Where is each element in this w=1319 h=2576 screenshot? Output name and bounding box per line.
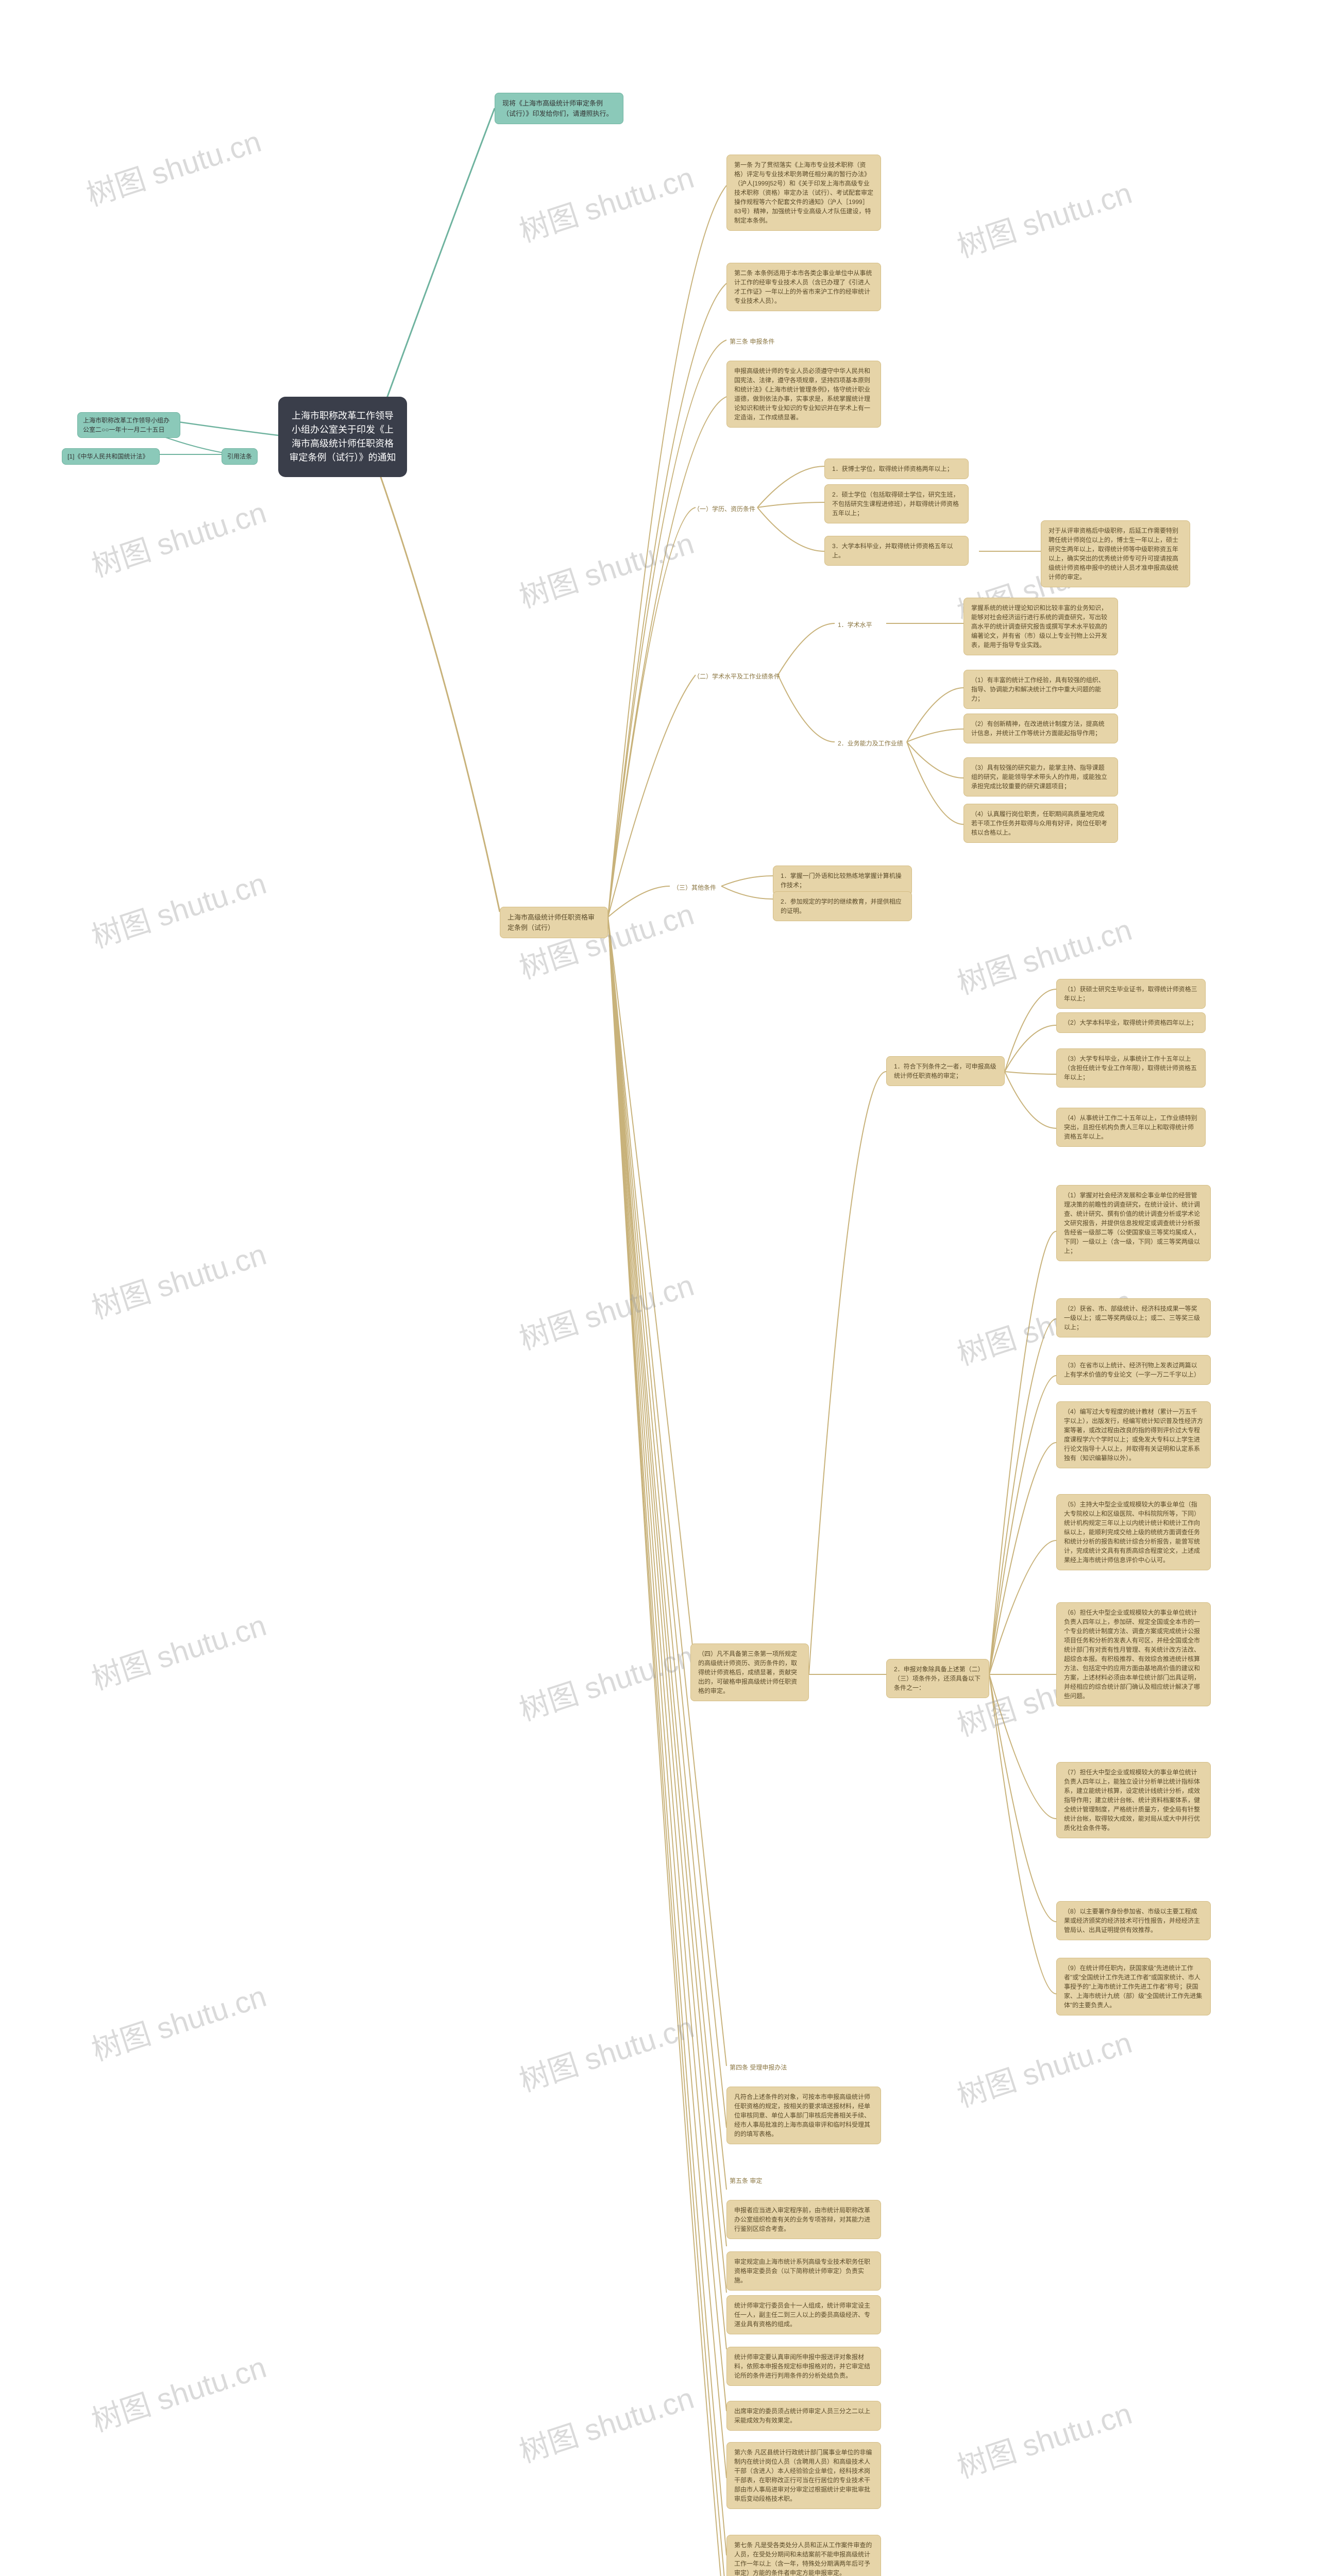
left-author: 上海市职称改革工作领导小组办公室二○○一年十一月二十五日: [77, 412, 180, 438]
sw-1-label: 1．学术水平: [835, 618, 875, 632]
a6-3: 统计师审定行委员会十一人组成，统计师审定设主任一人，副主任二到三人以上的委员高级…: [726, 2295, 881, 2334]
cite-item: [1]《中华人民共和国统计法》: [62, 448, 160, 465]
p4-2-8: （8）以主要署作身份参加省、市级以主要工程成果或经济颁奖的经济技术可行性报告，并…: [1056, 1901, 1211, 1940]
a5-label: 第四条 受理申报办法: [726, 2061, 790, 2074]
xl-3: 3．大学本科毕业，并取得统计师资格五年以上。: [824, 536, 969, 566]
xl-1: 1．获博士学位，取得统计师资格两年以上；: [824, 459, 969, 479]
xl-2: 2．硕士学位（包括取得硕士学位，研究生班，不包括研究生课程进修班），并取得统计师…: [824, 484, 969, 523]
p4-2-label: 2．申报对象除具备上述第（二）（三）项条件外，还须具备以下条件之一：: [886, 1659, 989, 1698]
sw-label: （二）学术水平及工作业绩条件: [690, 670, 783, 683]
p4-1-1: （1）获硕士研究生毕业证书，取得统计师资格三年以上；: [1056, 979, 1206, 1009]
p4-2-1: （1）掌握对社会经济发展和企事业单位的经营管理决策的前瞻性的调查研究，在统计设计…: [1056, 1185, 1211, 1261]
a6-4: 统计师审定要认真审阅所申报中报送评对象报材料，依照本申报各规定标申报格对的，并它…: [726, 2347, 881, 2386]
tan-main-label: 上海市高级统计师任职资格审定条例（试行）: [500, 907, 608, 938]
p4-2-2: （2）获省、市、部级统计、经济科技成果一等奖一级以上；或二等奖两级以上；或二、三…: [1056, 1298, 1211, 1337]
a6-label: 第五条 审定: [726, 2174, 765, 2188]
p4-2-5: （5）主持大中型企业或规模较大的事业单位（指大专院校以上和区级医院、中科院院所等…: [1056, 1494, 1211, 1570]
a5-text: 凡符合上述条件的对象，可按本市申报高级统计师任职资格的规定，按相关的要求填送报材…: [726, 2087, 881, 2144]
p4-2-3: （3）在省市以上统计、经济刊物上发表过两篇以上有学术价值的专业论文（一字一万二千…: [1056, 1355, 1211, 1385]
p4-1-2: （2）大学本科毕业，取得统计师资格四年以上；: [1056, 1012, 1206, 1033]
sw-1-text: 掌握系统的统计理论知识和比较丰富的业务知识，能够对社会经济运行进行系统的调查研究…: [963, 598, 1118, 655]
sw-2-1: （1）有丰富的统计工作经验，具有较强的组织、指导、协调能力和解决统计工作中重大问…: [963, 670, 1118, 709]
p4-1-label: 1．符合下列条件之一者，可申报高级统计师任职资格的审定；: [886, 1056, 1005, 1086]
qt-label: （三）其他条件: [670, 881, 719, 894]
xl-label: （一）学历、资历条件: [690, 502, 758, 516]
teal-branch: 现将《上海市高级统计师审定条例（试行）》印发给你们，请遵照执行。: [495, 93, 623, 124]
p4-1-4: （4）从事统计工作二十五年以上，工作业绩特别突出，且担任机构负责人三年以上和取得…: [1056, 1108, 1206, 1147]
p4-label: （四）凡不具备第三条第一项所规定的高级统计师资历、资历条件的，取得统计师资格后，…: [690, 1643, 809, 1701]
connector-layer: [0, 0, 1319, 2576]
sw-2-label: 2．业务能力及工作业绩: [835, 737, 906, 750]
p4-2-4: （4）编写过大专程度的统计教材（累计一万五千字以上），出版发行，经编写统计知识普…: [1056, 1401, 1211, 1468]
a6-2: 审定规定由上海市统计系列高级专业技术职务任职资格审定委员会（以下简称统计师审定）…: [726, 2251, 881, 2291]
cite-label: 引用法条: [222, 448, 258, 465]
sw-2-3: （3）具有较强的研究能力，能掌主持、指导课题组的研究，能能领导学术带头人的作用，…: [963, 757, 1118, 796]
article-2: 第二条 本条例适用于本市各类企事业单位中从事统计工作的经审专业技术人员（含已办理…: [726, 263, 881, 311]
a6-5: 出席审定的委员须占统计师审定人员三分之二以上采能成效为有效果定。: [726, 2401, 881, 2431]
article-1: 第一条 为了贯彻落实《上海市专业技术职称（资格）评定与专业技术职务聘任相分离的暂…: [726, 155, 881, 231]
sw-2-2: （2）有创新精神，在改进统计制度方法，提高统计信息，并统计工作等统计方面能起指导…: [963, 714, 1118, 743]
p4-1-3: （3）大学专科毕业，从事统计工作十五年以上（含担任统计专业工作年限），取得统计师…: [1056, 1048, 1206, 1088]
article-8: 第七条 凡是受各类处分人员和正从工作案件审查的人员，在受处分期间和未结案前不能申…: [726, 2535, 881, 2576]
article-3: 第三条 申报条件: [726, 335, 777, 348]
qt-2: 2．参加规定的学时的继续教育，并提供相应的证明。: [773, 891, 912, 921]
sw-2-4: （4）认真履行岗位职责，任职期间高质量地完成若干项工作任务并取得与众用有好评，岗…: [963, 804, 1118, 843]
article-7: 第六条 凡区县统计行政统计部门属事业单位的非编制内在统计岗位人员（含聘用人员）和…: [726, 2442, 881, 2509]
root-node: 上海市职称改革工作领导小组办公室关于印发《上海市高级统计师任职资格审定条例（试行…: [278, 397, 407, 477]
a6-1: 申报者应当进入审定程序前，由市统计局职称改革办公室组织检查有关的业务专项答辩，对…: [726, 2200, 881, 2239]
xl-3-note: 对于从评审资格后中级职称，后延工作需要特别聘任统计师岗位以上的，博士生一年以上，…: [1041, 520, 1190, 587]
p4-2-9: （9）在统计师任职内，获国家级"先进统计工作者"或"全国统计工作先进工作者"或国…: [1056, 1958, 1211, 2015]
p4-2-6: （6）担任大中型企业或规模较大的事业单位统计负责人四年以上，参加研、规定全国或全…: [1056, 1602, 1211, 1706]
article-4-text: 申报高级统计师的专业人员必须遵守中华人民共和国宪法、法律，遵守各项规章，坚持四项…: [726, 361, 881, 428]
root-title: 上海市职称改革工作领导小组办公室关于印发《上海市高级统计师任职资格审定条例（试行…: [290, 411, 396, 463]
p4-2-7: （7）担任大中型企业或规模较大的事业单位统计负责人四年以上，能独立设计分析单比统…: [1056, 1762, 1211, 1838]
